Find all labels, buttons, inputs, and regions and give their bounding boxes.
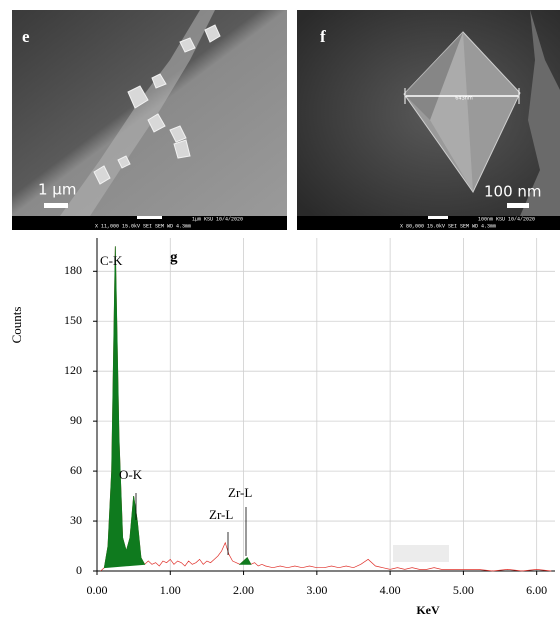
y-tick-label: 0	[76, 563, 82, 577]
peak-label: Zr-L	[209, 507, 233, 522]
sem-image-e: e 1 μm 1μm KSU 10/4/2020 X 11,000 15.0kV…	[12, 10, 287, 230]
x-tick-label: 4.00	[380, 583, 401, 597]
info-scale-bar	[137, 216, 162, 219]
background-structure	[520, 10, 560, 216]
info-text: 1μm KSU 10/4/2020	[192, 216, 243, 222]
y-tick-label: 120	[64, 363, 82, 377]
spectrum-chart: g KeV Counts 0 30 60 90 120 150 180 0.00 1.00 2.0…	[9, 238, 555, 617]
x-tick-label: 5.00	[453, 583, 474, 597]
panel-label: e	[22, 27, 30, 46]
x-tick-label: 0.00	[87, 583, 108, 597]
edge	[60, 10, 215, 216]
info-bar	[12, 216, 287, 230]
chart-title: g	[170, 249, 178, 265]
info-text: 100nm KSU 10/4/2020	[478, 216, 535, 222]
x-tick-label: 3.00	[306, 583, 327, 597]
y-tick-label: 30	[70, 513, 82, 527]
facet	[404, 32, 463, 120]
measure-label: 643nm	[455, 96, 473, 102]
sem-image-f: 643nm f 100 nm 100nm KSU 10/4/2020 X 80,…	[297, 10, 560, 230]
y-tick-label: 60	[70, 463, 82, 477]
legend-box	[393, 545, 449, 562]
scale-bar	[507, 203, 529, 208]
x-axis-label: KeV	[416, 603, 440, 617]
info-text: X 11,000 15.0kV SEI SEM WD 4.3mm	[95, 223, 191, 229]
facet	[430, 32, 473, 192]
info-scale-bar	[428, 216, 448, 219]
y-tick-label: 90	[70, 413, 82, 427]
scale-bar	[44, 203, 68, 208]
x-tick-label: 2.00	[233, 583, 254, 597]
peak-area	[103, 246, 252, 569]
spectrum-line	[100, 246, 552, 572]
peak-label: Zr-L	[228, 485, 252, 500]
peak-label: O-K	[119, 467, 143, 482]
x-tick-label: 6.00	[526, 583, 547, 597]
info-bar	[297, 216, 560, 230]
x-tick-label: 1.00	[160, 583, 181, 597]
crystals	[93, 24, 221, 185]
y-tick-label: 180	[64, 263, 82, 277]
info-text: X 80,000 15.0kV SEI SEM WD 4.3mm	[400, 223, 496, 229]
panel-label: f	[320, 27, 326, 46]
scale-bar-label: 100 nm	[484, 183, 542, 201]
scale-bar-label: 1 μm	[38, 181, 76, 199]
peak-label: C-K	[100, 253, 123, 268]
y-axis-label: Counts	[9, 307, 24, 344]
y-tick-label: 150	[64, 313, 82, 327]
